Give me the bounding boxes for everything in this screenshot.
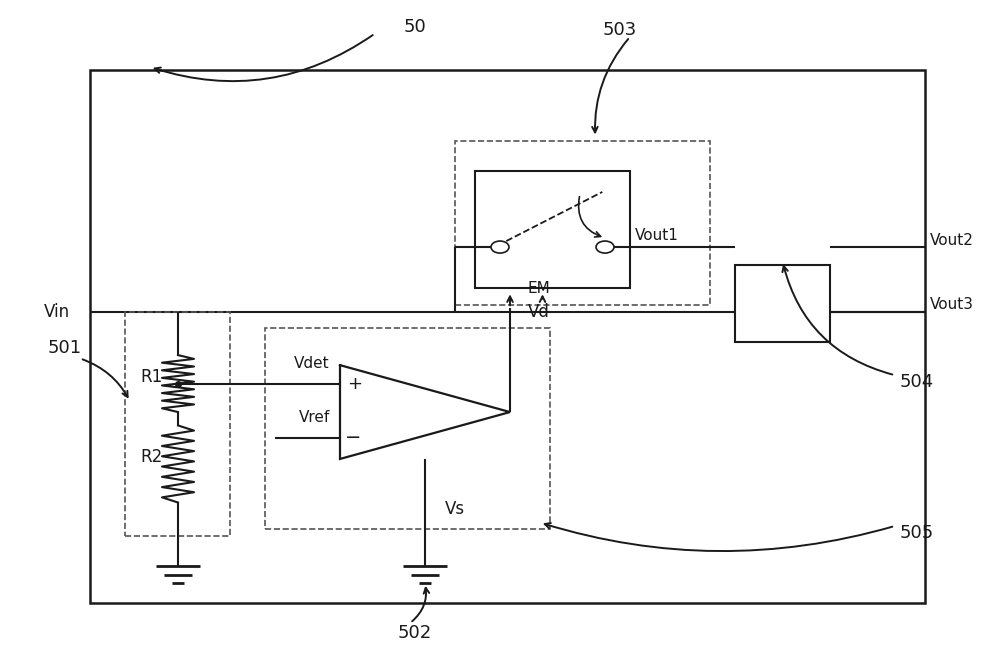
Text: 501: 501 bbox=[48, 340, 82, 357]
Bar bbox=[475, 171, 630, 288]
Text: Vout3: Vout3 bbox=[930, 297, 974, 312]
Bar bbox=[125, 312, 230, 536]
Bar bbox=[455, 141, 710, 305]
Text: Vout2: Vout2 bbox=[930, 233, 974, 248]
Text: Vdet: Vdet bbox=[294, 356, 330, 371]
Bar bbox=[90, 70, 925, 603]
Text: Vin: Vin bbox=[44, 303, 70, 320]
Bar bbox=[265, 328, 550, 529]
Text: Vref: Vref bbox=[299, 410, 330, 425]
Text: Vout1: Vout1 bbox=[635, 228, 679, 243]
Text: Vd: Vd bbox=[528, 303, 550, 320]
Text: 503: 503 bbox=[603, 21, 637, 39]
Text: 502: 502 bbox=[398, 624, 432, 642]
Text: EM: EM bbox=[528, 281, 550, 295]
Text: 505: 505 bbox=[900, 524, 934, 541]
Text: R1: R1 bbox=[140, 368, 162, 386]
Text: −: − bbox=[345, 428, 361, 447]
Text: 504: 504 bbox=[900, 373, 934, 391]
Text: Vs: Vs bbox=[445, 500, 465, 518]
Text: 50: 50 bbox=[404, 18, 426, 36]
Text: +: + bbox=[348, 375, 363, 393]
Bar bbox=[735, 265, 830, 342]
Text: R2: R2 bbox=[140, 448, 162, 466]
